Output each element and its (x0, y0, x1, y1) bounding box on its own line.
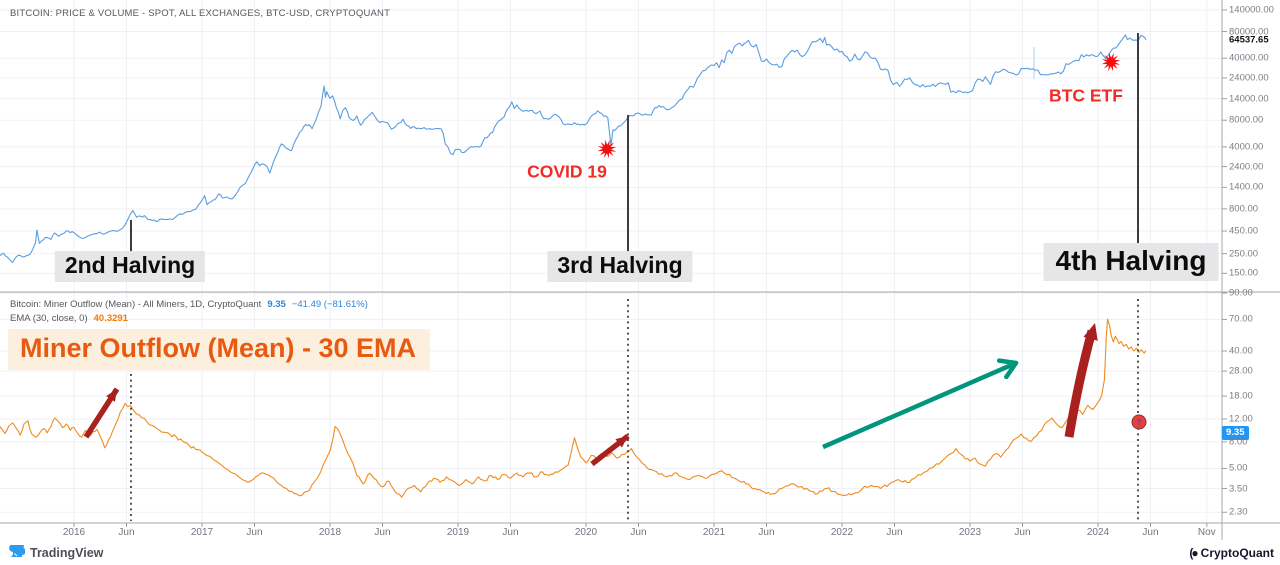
halving-label[interactable]: 2nd Halving (54, 251, 206, 282)
price-axis-label: 140000.00 (1229, 4, 1274, 16)
miner-outflow-title-annotation[interactable]: Miner Outflow (Mean) - 30 EMA (8, 329, 431, 370)
event-label[interactable]: COVID 19 (527, 161, 607, 182)
current-price-label: 64537.65 (1229, 34, 1269, 46)
time-axis-label: Jun (758, 527, 775, 538)
price-axis-label: 40000.00 (1229, 52, 1269, 64)
value-axis-label: 2.30 (1229, 506, 1248, 518)
value-axis-label: 3.50 (1229, 483, 1248, 495)
time-axis-label: 2020 (574, 527, 598, 538)
cryptoquant-logo-text: CryptoQuant (1200, 546, 1274, 560)
price-axis-label: 2400.00 (1229, 161, 1264, 173)
price-axis-label: 80000.00 (1229, 26, 1269, 38)
time-axis-label: 2023 (958, 527, 982, 538)
miner-outflow-value: 9.35 (267, 299, 286, 310)
time-axis-label: 2022 (830, 527, 854, 538)
price-axis-label: 24000.00 (1229, 72, 1269, 84)
ema-value: 40.3291 (93, 313, 128, 324)
time-axis-label: 2021 (702, 527, 726, 538)
value-axis-label: 18.00 (1229, 390, 1253, 402)
red-arrow-head-icon[interactable] (615, 436, 628, 448)
price-axis-label: 14000.00 (1229, 93, 1269, 105)
halving-label[interactable]: 4th Halving (1043, 243, 1219, 281)
time-axis-label: Jun (1142, 527, 1159, 538)
price-axis-label: 4000.00 (1229, 141, 1264, 153)
ema-legend[interactable]: EMA (30, close, 0) 40.3291 (10, 313, 128, 324)
price-axis-label: 90.00 (1229, 287, 1253, 299)
price-axis-label: 1400.00 (1229, 181, 1264, 193)
halving-label[interactable]: 3rd Halving (547, 251, 693, 282)
tradingview-logo[interactable]: TradingView (8, 545, 103, 560)
time-axis-label: Nov (1197, 527, 1216, 538)
value-axis-label: 70.00 (1229, 313, 1253, 325)
starburst-icon[interactable] (597, 139, 617, 159)
time-axis-label: Jun (630, 527, 647, 538)
red-marker-dot[interactable] (1131, 414, 1147, 430)
time-axis-label: Jun (502, 527, 519, 538)
tradingview-icon (9, 545, 25, 557)
miner-outflow-change: −41.49 (−81.61%) (291, 299, 368, 310)
price-axis-label: 450.00 (1229, 225, 1259, 237)
price-axis-label: 800.00 (1229, 203, 1259, 215)
value-axis-label: 40.00 (1229, 345, 1253, 357)
time-axis-label: Jun (374, 527, 391, 538)
price-axis-label: 8000.00 (1229, 114, 1264, 126)
starburst-icon[interactable] (1101, 52, 1121, 72)
price-pane-legend[interactable]: BITCOIN: PRICE & VOLUME - SPOT, ALL EXCH… (10, 8, 391, 19)
tradingview-logo-text: TradingView (30, 545, 104, 560)
teal-trend-arrow[interactable] (822, 360, 1017, 450)
miner-outflow-legend[interactable]: Bitcoin: Miner Outflow (Mean) - All Mine… (10, 299, 368, 310)
price-axis-label: 250.00 (1229, 248, 1259, 260)
teal-arrow-head-icon (1004, 360, 1019, 380)
time-axis-label: Jun (886, 527, 903, 538)
time-axis-label: Jun (246, 527, 263, 538)
value-axis-label: 12.00 (1229, 413, 1253, 425)
event-label[interactable]: BTC ETF (1049, 85, 1123, 106)
miner-outflow-legend-name: Bitcoin: Miner Outflow (Mean) - All Mine… (10, 299, 262, 310)
btc-price-series (0, 34, 1147, 263)
price-axis-label: 150.00 (1229, 267, 1259, 279)
time-axis-label: Jun (1014, 527, 1031, 538)
big-red-arrow[interactable] (1064, 329, 1097, 438)
time-axis-label: Jun (118, 527, 135, 538)
red-arrow-head-icon[interactable] (106, 389, 117, 402)
miner-outflow-ema-series (0, 318, 1147, 498)
current-value-chip: 9.35 (1222, 426, 1249, 441)
time-axis-label: 2016 (62, 527, 86, 538)
cryptoquant-icon: (● (1189, 546, 1198, 560)
teal-arrow-head-icon (996, 358, 1019, 366)
big-red-arrow-head-icon[interactable] (1083, 323, 1098, 341)
time-axis-label: 2017 (190, 527, 214, 538)
time-axis-label: 2019 (446, 527, 470, 538)
value-axis-label: 8.00 (1229, 436, 1248, 448)
time-axis-label: 2018 (318, 527, 342, 538)
time-axis-label: 2024 (1086, 527, 1110, 538)
marker-dot-glyph: ? (1137, 418, 1142, 427)
value-axis-label: 28.00 (1229, 365, 1253, 377)
ema-legend-name: EMA (30, close, 0) (10, 313, 88, 324)
value-axis-label: 5.00 (1229, 462, 1248, 474)
cryptoquant-logo[interactable]: (● CryptoQuant (1189, 546, 1274, 560)
